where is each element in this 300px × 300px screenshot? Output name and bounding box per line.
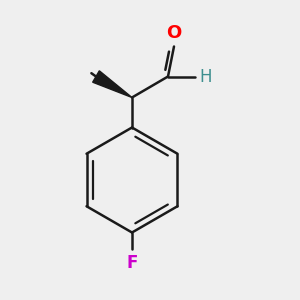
Text: O: O	[167, 24, 182, 42]
Text: H: H	[200, 68, 212, 85]
Text: F: F	[126, 254, 138, 272]
Polygon shape	[93, 71, 132, 98]
